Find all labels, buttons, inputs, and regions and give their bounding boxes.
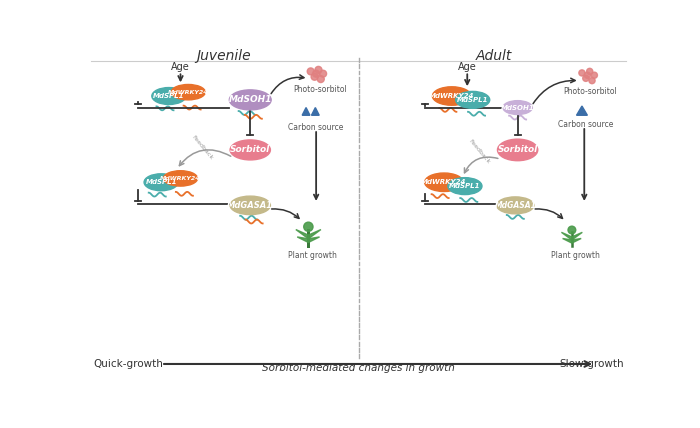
- Polygon shape: [296, 229, 309, 239]
- Circle shape: [579, 70, 585, 76]
- Ellipse shape: [163, 171, 197, 186]
- Text: MdSPL1: MdSPL1: [457, 97, 489, 103]
- Text: MdSPL1: MdSPL1: [146, 179, 177, 185]
- Text: Plant growth: Plant growth: [288, 251, 337, 260]
- Text: Slow-growth: Slow-growth: [559, 359, 624, 369]
- Ellipse shape: [230, 90, 271, 110]
- Ellipse shape: [144, 174, 178, 191]
- Circle shape: [584, 72, 591, 78]
- Polygon shape: [563, 238, 572, 243]
- Circle shape: [311, 73, 318, 80]
- Circle shape: [320, 70, 327, 77]
- Circle shape: [568, 226, 575, 234]
- Text: Feedback: Feedback: [191, 134, 214, 160]
- Text: MdGASA1: MdGASA1: [228, 201, 273, 210]
- Polygon shape: [298, 237, 309, 243]
- Circle shape: [589, 77, 595, 84]
- Ellipse shape: [498, 139, 538, 160]
- Ellipse shape: [497, 197, 534, 214]
- Ellipse shape: [456, 92, 490, 108]
- Circle shape: [317, 76, 324, 83]
- Circle shape: [582, 75, 589, 81]
- Circle shape: [313, 70, 320, 77]
- Polygon shape: [309, 229, 321, 239]
- Text: Adult: Adult: [476, 49, 512, 63]
- Text: MdWRKY24: MdWRKY24: [168, 90, 209, 95]
- Polygon shape: [302, 107, 310, 115]
- Text: Carbon source: Carbon source: [288, 123, 344, 132]
- Text: Sorbitol: Sorbitol: [230, 146, 270, 155]
- Ellipse shape: [172, 84, 205, 100]
- Text: Age: Age: [458, 62, 477, 72]
- Polygon shape: [577, 106, 587, 115]
- Text: Age: Age: [171, 62, 190, 72]
- Circle shape: [315, 66, 322, 73]
- Ellipse shape: [448, 178, 482, 195]
- Text: Carbon source: Carbon source: [558, 120, 613, 129]
- Text: MdWRKY24: MdWRKY24: [421, 179, 467, 185]
- Polygon shape: [572, 238, 581, 243]
- Text: MdSPL1: MdSPL1: [449, 183, 481, 189]
- Ellipse shape: [230, 140, 270, 160]
- Text: Juvenile: Juvenile: [196, 49, 251, 63]
- Ellipse shape: [433, 87, 471, 105]
- Circle shape: [304, 222, 313, 232]
- Text: Photo-sorbitol: Photo-sorbitol: [563, 87, 617, 96]
- Text: MdSPL1: MdSPL1: [153, 93, 185, 99]
- Circle shape: [587, 68, 593, 74]
- Text: MdSOH1: MdSOH1: [500, 104, 535, 110]
- Ellipse shape: [503, 101, 533, 115]
- Text: Photo-sorbitol: Photo-sorbitol: [293, 85, 347, 94]
- Ellipse shape: [425, 173, 463, 191]
- Circle shape: [592, 72, 598, 78]
- Text: Sorbitol-mediated changes in growth: Sorbitol-mediated changes in growth: [262, 363, 455, 373]
- Text: Plant growth: Plant growth: [552, 251, 600, 260]
- Text: Quick-growth: Quick-growth: [94, 359, 164, 369]
- Text: MdWRKY24: MdWRKY24: [429, 93, 475, 99]
- Polygon shape: [312, 107, 319, 115]
- Ellipse shape: [230, 196, 270, 214]
- Text: MdGASA1: MdGASA1: [494, 201, 536, 210]
- Polygon shape: [561, 232, 572, 240]
- Circle shape: [307, 68, 314, 75]
- Text: Feedback: Feedback: [468, 139, 491, 165]
- Polygon shape: [572, 232, 582, 240]
- Text: MdSOH1: MdSOH1: [229, 95, 272, 104]
- Ellipse shape: [152, 88, 186, 104]
- Text: Sorbitol: Sorbitol: [498, 146, 538, 155]
- Text: MdWRKY24: MdWRKY24: [160, 176, 201, 181]
- Polygon shape: [309, 237, 319, 243]
